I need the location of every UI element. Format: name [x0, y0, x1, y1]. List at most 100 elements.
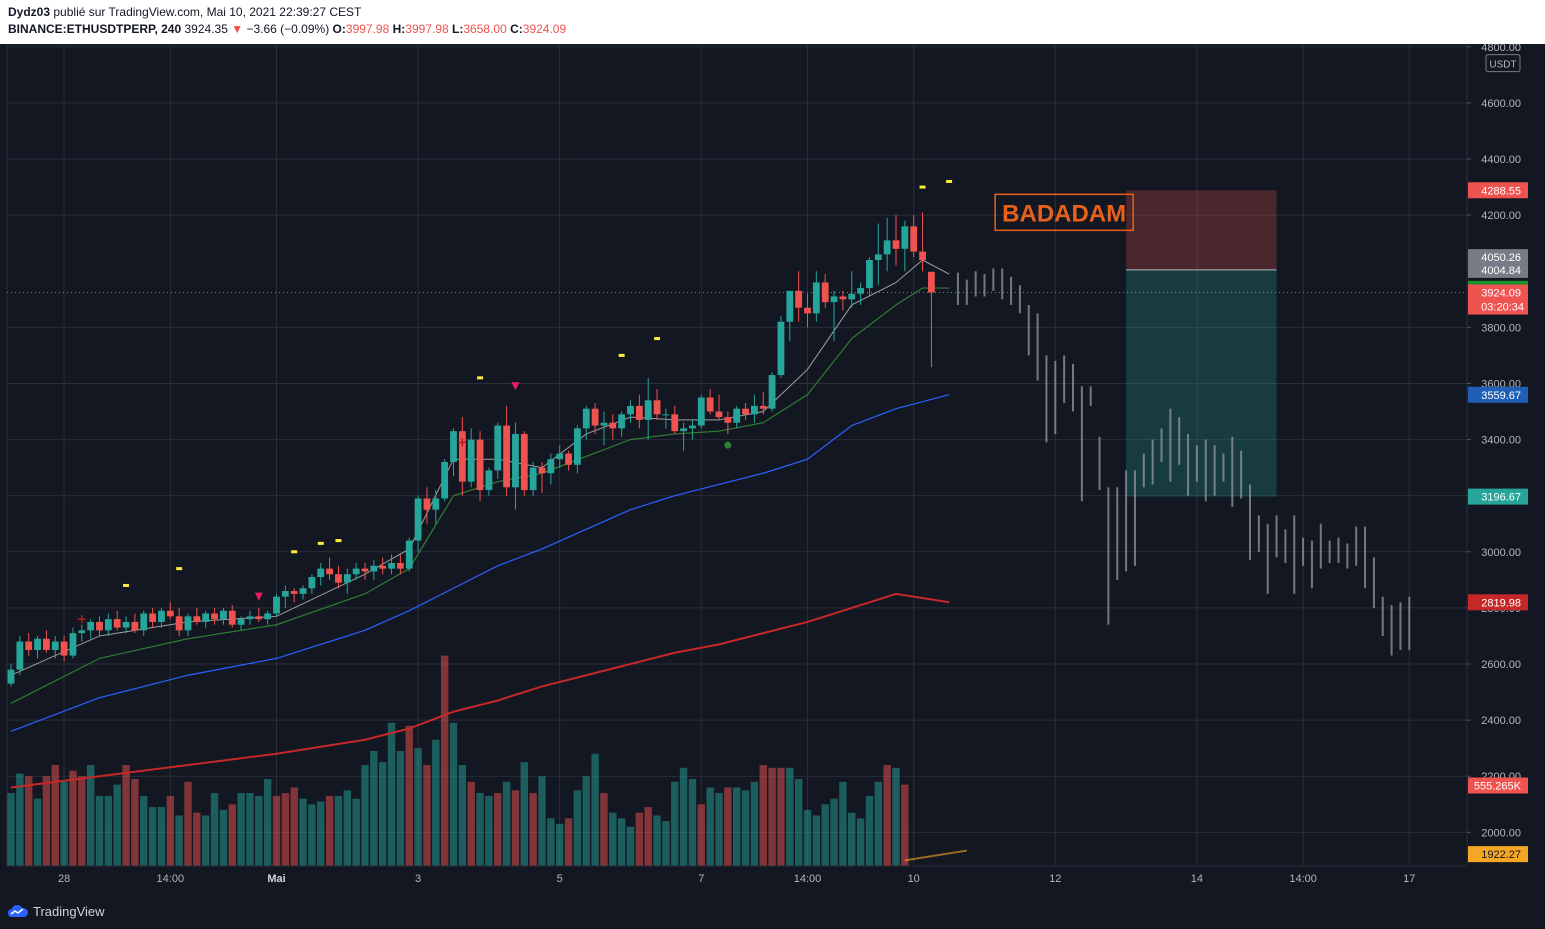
- signal-dash: [123, 583, 130, 587]
- volume-bar: [95, 795, 104, 866]
- candle-body: [308, 577, 316, 589]
- signal-dash: [291, 550, 298, 554]
- candle-body: [644, 400, 652, 420]
- volume-bar: [812, 815, 821, 866]
- candle-body: [476, 439, 484, 491]
- footer-bar: TradingView: [0, 893, 1545, 929]
- candle-body: [34, 638, 41, 650]
- candle-body: [60, 641, 68, 656]
- volume-bar: [255, 795, 263, 866]
- candle-body: [264, 613, 272, 620]
- ema-long-line: [10, 592, 950, 789]
- time-tick-label: 5: [557, 873, 563, 885]
- time-tick-label: 14:00: [794, 873, 822, 885]
- candle-body: [706, 397, 714, 412]
- volume-bar: [104, 795, 113, 866]
- volume-bar: [432, 739, 440, 866]
- candle-body: [751, 405, 758, 415]
- candle-body: [246, 616, 254, 620]
- candle-body: [7, 669, 15, 684]
- candle-body: [892, 240, 900, 249]
- candle-body: [299, 588, 307, 594]
- time-tick-label: 14:00: [157, 873, 185, 885]
- price-label-box: [1468, 182, 1528, 199]
- volume-bar: [476, 793, 484, 866]
- volume-bar: [511, 790, 520, 866]
- candle-body: [202, 613, 210, 622]
- candle-body: [432, 498, 440, 510]
- signal-dash: [946, 179, 953, 183]
- volume-bar: [839, 781, 847, 866]
- price-chart[interactable]: BADADAM 4800.00 4600.00 4400.00 4200.00 3800.…: [0, 44, 1545, 893]
- grid-lines: [7, 44, 1467, 866]
- candle-body: [273, 596, 280, 614]
- price-label-text: 4050.26: [1481, 252, 1521, 264]
- countdown-label: 03:20:34: [1481, 302, 1524, 314]
- volume-bar: [113, 784, 121, 866]
- last-price: 3924.35: [184, 22, 228, 36]
- volume-bar: [617, 818, 626, 866]
- publisher-name[interactable]: Dydz03: [8, 5, 51, 19]
- candle-body: [662, 414, 670, 416]
- volume-bar: [33, 798, 42, 866]
- volume-bar: [405, 725, 413, 866]
- volume-bar: [494, 793, 502, 866]
- candle-body: [768, 375, 776, 409]
- volume-bar: [609, 812, 617, 866]
- price-tick-label: 4600.00: [1481, 98, 1521, 110]
- candle-body: [281, 591, 289, 597]
- candle-body: [131, 621, 139, 631]
- candle-body: [43, 638, 50, 650]
- volume-bar: [69, 770, 77, 866]
- price-label-text: 4288.55: [1481, 185, 1521, 197]
- volume-bar: [794, 779, 803, 866]
- symbol-label[interactable]: BINANCE:ETHUSDTPERP, 240: [8, 22, 182, 36]
- price-label-box: [1468, 261, 1528, 278]
- projection-bars: [956, 268, 1411, 656]
- volume-bar: [193, 812, 201, 866]
- candle-body: [618, 414, 626, 429]
- volume-bar: [219, 809, 228, 866]
- close-value: 3924.09: [522, 22, 567, 36]
- candle-body: [122, 621, 130, 628]
- volume-bar: [671, 781, 679, 866]
- low-label: L:: [452, 22, 464, 36]
- volume-bar: [733, 787, 741, 866]
- annotation-box: [994, 193, 1134, 232]
- volume-bar: [379, 762, 387, 866]
- candle-body: [715, 411, 723, 418]
- annotation-text[interactable]: BADADAM: [1002, 200, 1126, 227]
- volume-bar: [325, 795, 334, 866]
- tradingview-logo[interactable]: TradingView: [7, 903, 105, 919]
- candle-body: [441, 462, 449, 499]
- price-tick-label: 4800.00: [1481, 44, 1521, 54]
- volume-bar: [458, 765, 467, 866]
- volume-bar: [42, 776, 51, 866]
- volume-bar: [485, 795, 493, 866]
- volume-bar: [874, 781, 882, 866]
- volume-bar: [396, 750, 405, 866]
- volume-bar: [7, 793, 15, 866]
- volume-bar: [440, 655, 449, 866]
- currency-badge-label: USDT: [1489, 60, 1516, 71]
- volume-bar: [520, 762, 528, 866]
- volume-bar: [308, 804, 316, 866]
- volume-bar: [635, 812, 644, 866]
- candle-body: [520, 433, 528, 491]
- close-label: C:: [510, 22, 523, 36]
- open-label: O:: [332, 22, 346, 36]
- candle-body: [574, 428, 581, 465]
- cross-marker-icon: [458, 438, 467, 447]
- price-label-text: 3559.67: [1481, 390, 1521, 402]
- volume-bar: [60, 781, 68, 866]
- candle-body: [450, 431, 457, 463]
- candle-body: [211, 613, 218, 620]
- candle-body: [635, 405, 643, 420]
- ema-mid-line: [10, 287, 950, 704]
- price-tick-label: 2400.00: [1481, 715, 1521, 727]
- candle-body: [503, 425, 510, 488]
- volume-bar: [148, 807, 157, 866]
- signal-dash: [618, 353, 625, 357]
- signal-dash: [335, 539, 342, 543]
- volume-bar: [768, 767, 776, 866]
